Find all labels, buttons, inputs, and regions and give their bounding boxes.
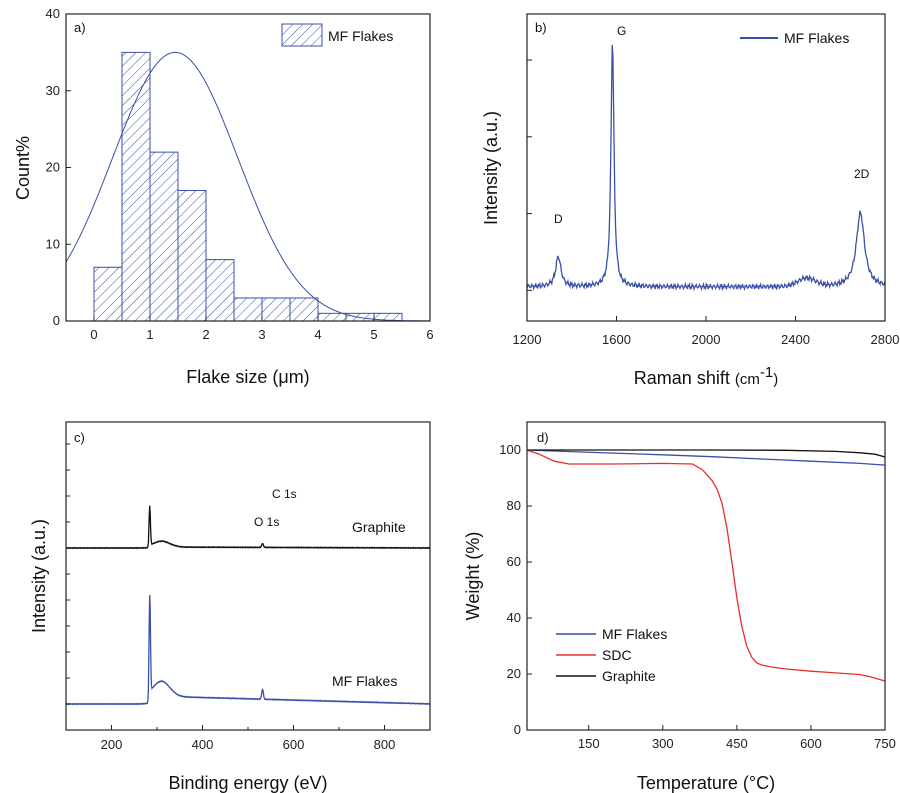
series-label-graphite: Graphite	[352, 519, 406, 535]
panel-label-b: b)	[535, 20, 547, 35]
y-tick-label-a: 0	[53, 313, 60, 328]
x-axis-title-a: Flake size (μm)	[186, 367, 309, 387]
axis-ticks-d: 150 300 450 600 750 0 20 40 60 80 100	[499, 442, 896, 751]
histogram-bar	[149, 151, 179, 322]
histogram-bar	[233, 297, 263, 322]
histogram-bar	[93, 266, 123, 322]
xps-mf-flakes-line	[65, 594, 431, 706]
x-axis-title-d: Temperature (°C)	[637, 773, 775, 793]
y-axis-title-d: Weight (%)	[463, 532, 483, 621]
y-tick-label-d: 20	[507, 666, 521, 681]
raman-spectrum-line	[526, 44, 886, 292]
histogram-bar	[121, 51, 151, 322]
peak-label-d: D	[554, 212, 563, 226]
axis-ticks-a: 0 1 2 3 4 5 6 0 10 20 30 40	[46, 6, 434, 342]
legend-d: MF Flakes SDC Graphite	[556, 626, 667, 684]
x-tick-label-a: 2	[202, 327, 209, 342]
xps-graphite-line	[65, 505, 431, 550]
series-label-mf-flakes: MF Flakes	[332, 673, 397, 689]
x-tick-label-a: 6	[426, 327, 433, 342]
x-tick-label-c: 400	[192, 737, 214, 752]
x-axis-title-b-unit: (cm	[735, 371, 760, 388]
tga-lines	[526, 449, 886, 682]
x-tick-label-a: 4	[314, 327, 321, 342]
histogram-bar	[205, 259, 235, 322]
x-tick-label-d: 300	[652, 736, 674, 751]
peak-label-c1s: C 1s	[272, 487, 297, 501]
y-tick-label-a: 10	[46, 236, 60, 251]
tga-line-graphite	[527, 449, 886, 458]
panel-label-d: d)	[537, 430, 549, 445]
panel-d: 150 300 450 600 750 0 20 40 60 80 100 d) MF Flakes…	[463, 421, 896, 793]
y-tick-label-d: 0	[514, 722, 521, 737]
panel-a: 0 1 2 3 4 5 6 0 10 20 30 40 a) MF Flakes Flake size…	[13, 6, 434, 387]
tga-line-sdc	[526, 449, 886, 682]
x-tick-label-a: 5	[370, 327, 377, 342]
peak-label-2d: 2D	[854, 167, 870, 181]
legend-swatch-a	[281, 23, 323, 47]
panel-b: 1200 1600 2000 2400 2800 b) D G 2D MF Flakes…	[481, 13, 900, 388]
plot-frame-d	[526, 421, 886, 731]
x-tick-label-b: 2800	[871, 332, 900, 347]
x-tick-label-a: 3	[258, 327, 265, 342]
x-tick-label-d: 150	[578, 736, 600, 751]
x-axis-title-b-close: )	[773, 371, 778, 388]
legend-label-graphite: Graphite	[602, 668, 656, 684]
plot-frame-b	[526, 13, 886, 322]
peak-label-o1s: O 1s	[254, 515, 279, 529]
x-tick-label-a: 0	[90, 327, 97, 342]
legend-label-a: MF Flakes	[328, 28, 393, 44]
panel-label-a: a)	[74, 20, 86, 35]
panel-c: 200 400 600 800 c) C 1s O 1s Graphite MF Fl…	[29, 421, 431, 793]
y-tick-label-a: 30	[46, 83, 60, 98]
gaussian-fit-curve	[65, 51, 430, 322]
x-axis-title-b: Raman shift (cm-1)	[634, 364, 778, 388]
legend-label-mf: MF Flakes	[602, 626, 667, 642]
y-axis-title-b: Intensity (a.u.)	[481, 111, 501, 225]
histogram-bar	[261, 297, 291, 322]
axis-ticks-c: 200 400 600 800	[65, 443, 431, 752]
y-axis-title-c: Intensity (a.u.)	[29, 519, 49, 633]
x-tick-label-c: 800	[374, 737, 396, 752]
x-axis-title-b-sup: -1	[760, 364, 773, 381]
legend-b: MF Flakes	[740, 30, 849, 46]
x-tick-label-d: 450	[726, 736, 748, 751]
legend-a: MF Flakes	[281, 23, 393, 47]
y-axis-title-a: Count%	[13, 136, 33, 200]
x-tick-label-a: 1	[146, 327, 153, 342]
panel-label-c: c)	[74, 430, 85, 445]
peak-label-g: G	[617, 24, 626, 38]
y-tick-label-a: 20	[46, 160, 60, 175]
histogram-bars	[93, 51, 403, 322]
x-tick-label-b: 2400	[781, 332, 810, 347]
x-axis-title-c: Binding energy (eV)	[168, 773, 327, 793]
y-tick-label-d: 80	[507, 498, 521, 513]
axis-ticks-b: 1200 1600 2000 2400 2800	[513, 59, 900, 347]
y-tick-label-d: 100	[499, 442, 521, 457]
x-tick-label-b: 1600	[602, 332, 631, 347]
x-tick-label-c: 600	[283, 737, 305, 752]
x-tick-label-c: 200	[101, 737, 123, 752]
histogram-bar	[317, 312, 347, 322]
x-tick-label-b: 2000	[692, 332, 721, 347]
histogram-bar	[177, 190, 207, 322]
y-tick-label-d: 60	[507, 554, 521, 569]
tga-line-mf-flakes	[526, 449, 886, 466]
x-tick-label-d: 600	[800, 736, 822, 751]
y-tick-label-d: 40	[507, 610, 521, 625]
legend-label-sdc: SDC	[602, 647, 632, 663]
x-tick-label-d: 750	[874, 736, 896, 751]
legend-label-b: MF Flakes	[784, 30, 849, 46]
histogram-bar	[289, 297, 319, 322]
y-tick-label-a: 40	[46, 6, 60, 21]
x-axis-title-b-main: Raman shift	[634, 368, 730, 388]
x-tick-label-b: 1200	[513, 332, 542, 347]
